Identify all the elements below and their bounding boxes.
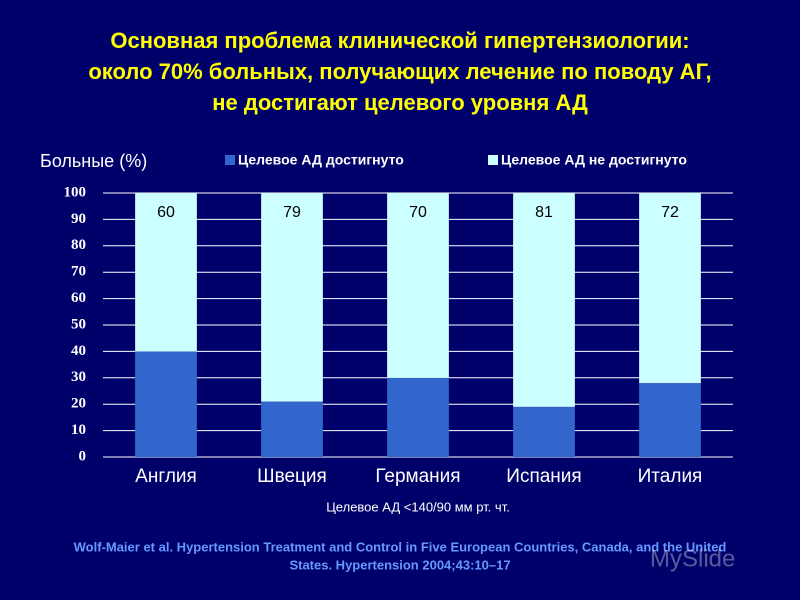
y-tick-label: 50 bbox=[71, 316, 86, 332]
x-tick-label: Испания bbox=[506, 466, 581, 487]
y-tick-label: 40 bbox=[71, 343, 86, 359]
y-tick-label: 100 bbox=[64, 184, 87, 200]
bar-segment bbox=[387, 193, 449, 378]
legend-label: Целевое АД не достигнуто bbox=[501, 152, 687, 168]
bar-segment bbox=[135, 193, 197, 352]
bar-segment bbox=[261, 401, 323, 457]
bar-segment bbox=[513, 193, 575, 407]
x-tick-label: Швеция bbox=[257, 466, 327, 487]
bar-segment bbox=[261, 193, 323, 402]
y-tick-label: 60 bbox=[71, 290, 86, 306]
data-label: 60 bbox=[157, 204, 175, 221]
title-line: не достигают целевого уровня АД bbox=[212, 90, 588, 115]
legend-swatch bbox=[225, 155, 235, 165]
data-label: 81 bbox=[535, 204, 553, 221]
bar-segment bbox=[639, 193, 701, 384]
x-tick-label: Германия bbox=[375, 466, 460, 487]
source-line: Wolf-Maier et al. Hypertension Treatment… bbox=[74, 539, 727, 554]
x-tick-label: Англия bbox=[135, 466, 197, 487]
y-tick-label: 70 bbox=[71, 264, 86, 280]
title-line: Основная проблема клинической гипертензи… bbox=[110, 28, 689, 53]
y-tick-label: 30 bbox=[71, 369, 86, 385]
x-tick-label: Италия bbox=[638, 466, 703, 487]
y-tick-label: 10 bbox=[71, 422, 86, 438]
y-tick-label: 80 bbox=[71, 237, 86, 253]
y-tick-label: 0 bbox=[79, 448, 87, 464]
legend-label: Целевое АД достигнуто bbox=[238, 152, 404, 168]
bar-segment bbox=[135, 351, 197, 457]
bar-segment bbox=[513, 406, 575, 457]
y-tick-label: 90 bbox=[71, 211, 86, 227]
bar-segment bbox=[387, 377, 449, 457]
data-label: 70 bbox=[409, 204, 427, 221]
source-line: States. Hypertension 2004;43:10–17 bbox=[289, 557, 510, 572]
legend-swatch bbox=[488, 155, 498, 165]
y-tick-label: 20 bbox=[71, 396, 86, 412]
data-label: 72 bbox=[661, 204, 679, 221]
y-axis-label: Больные (%) bbox=[40, 151, 147, 171]
x-axis-label: Целевое АД <140/90 мм рт. чт. bbox=[326, 499, 510, 514]
title-line: около 70% больных, получающих лечение по… bbox=[88, 59, 711, 84]
bar-segment bbox=[639, 383, 701, 457]
watermark: MySlide bbox=[650, 545, 735, 572]
data-label: 79 bbox=[283, 204, 301, 221]
